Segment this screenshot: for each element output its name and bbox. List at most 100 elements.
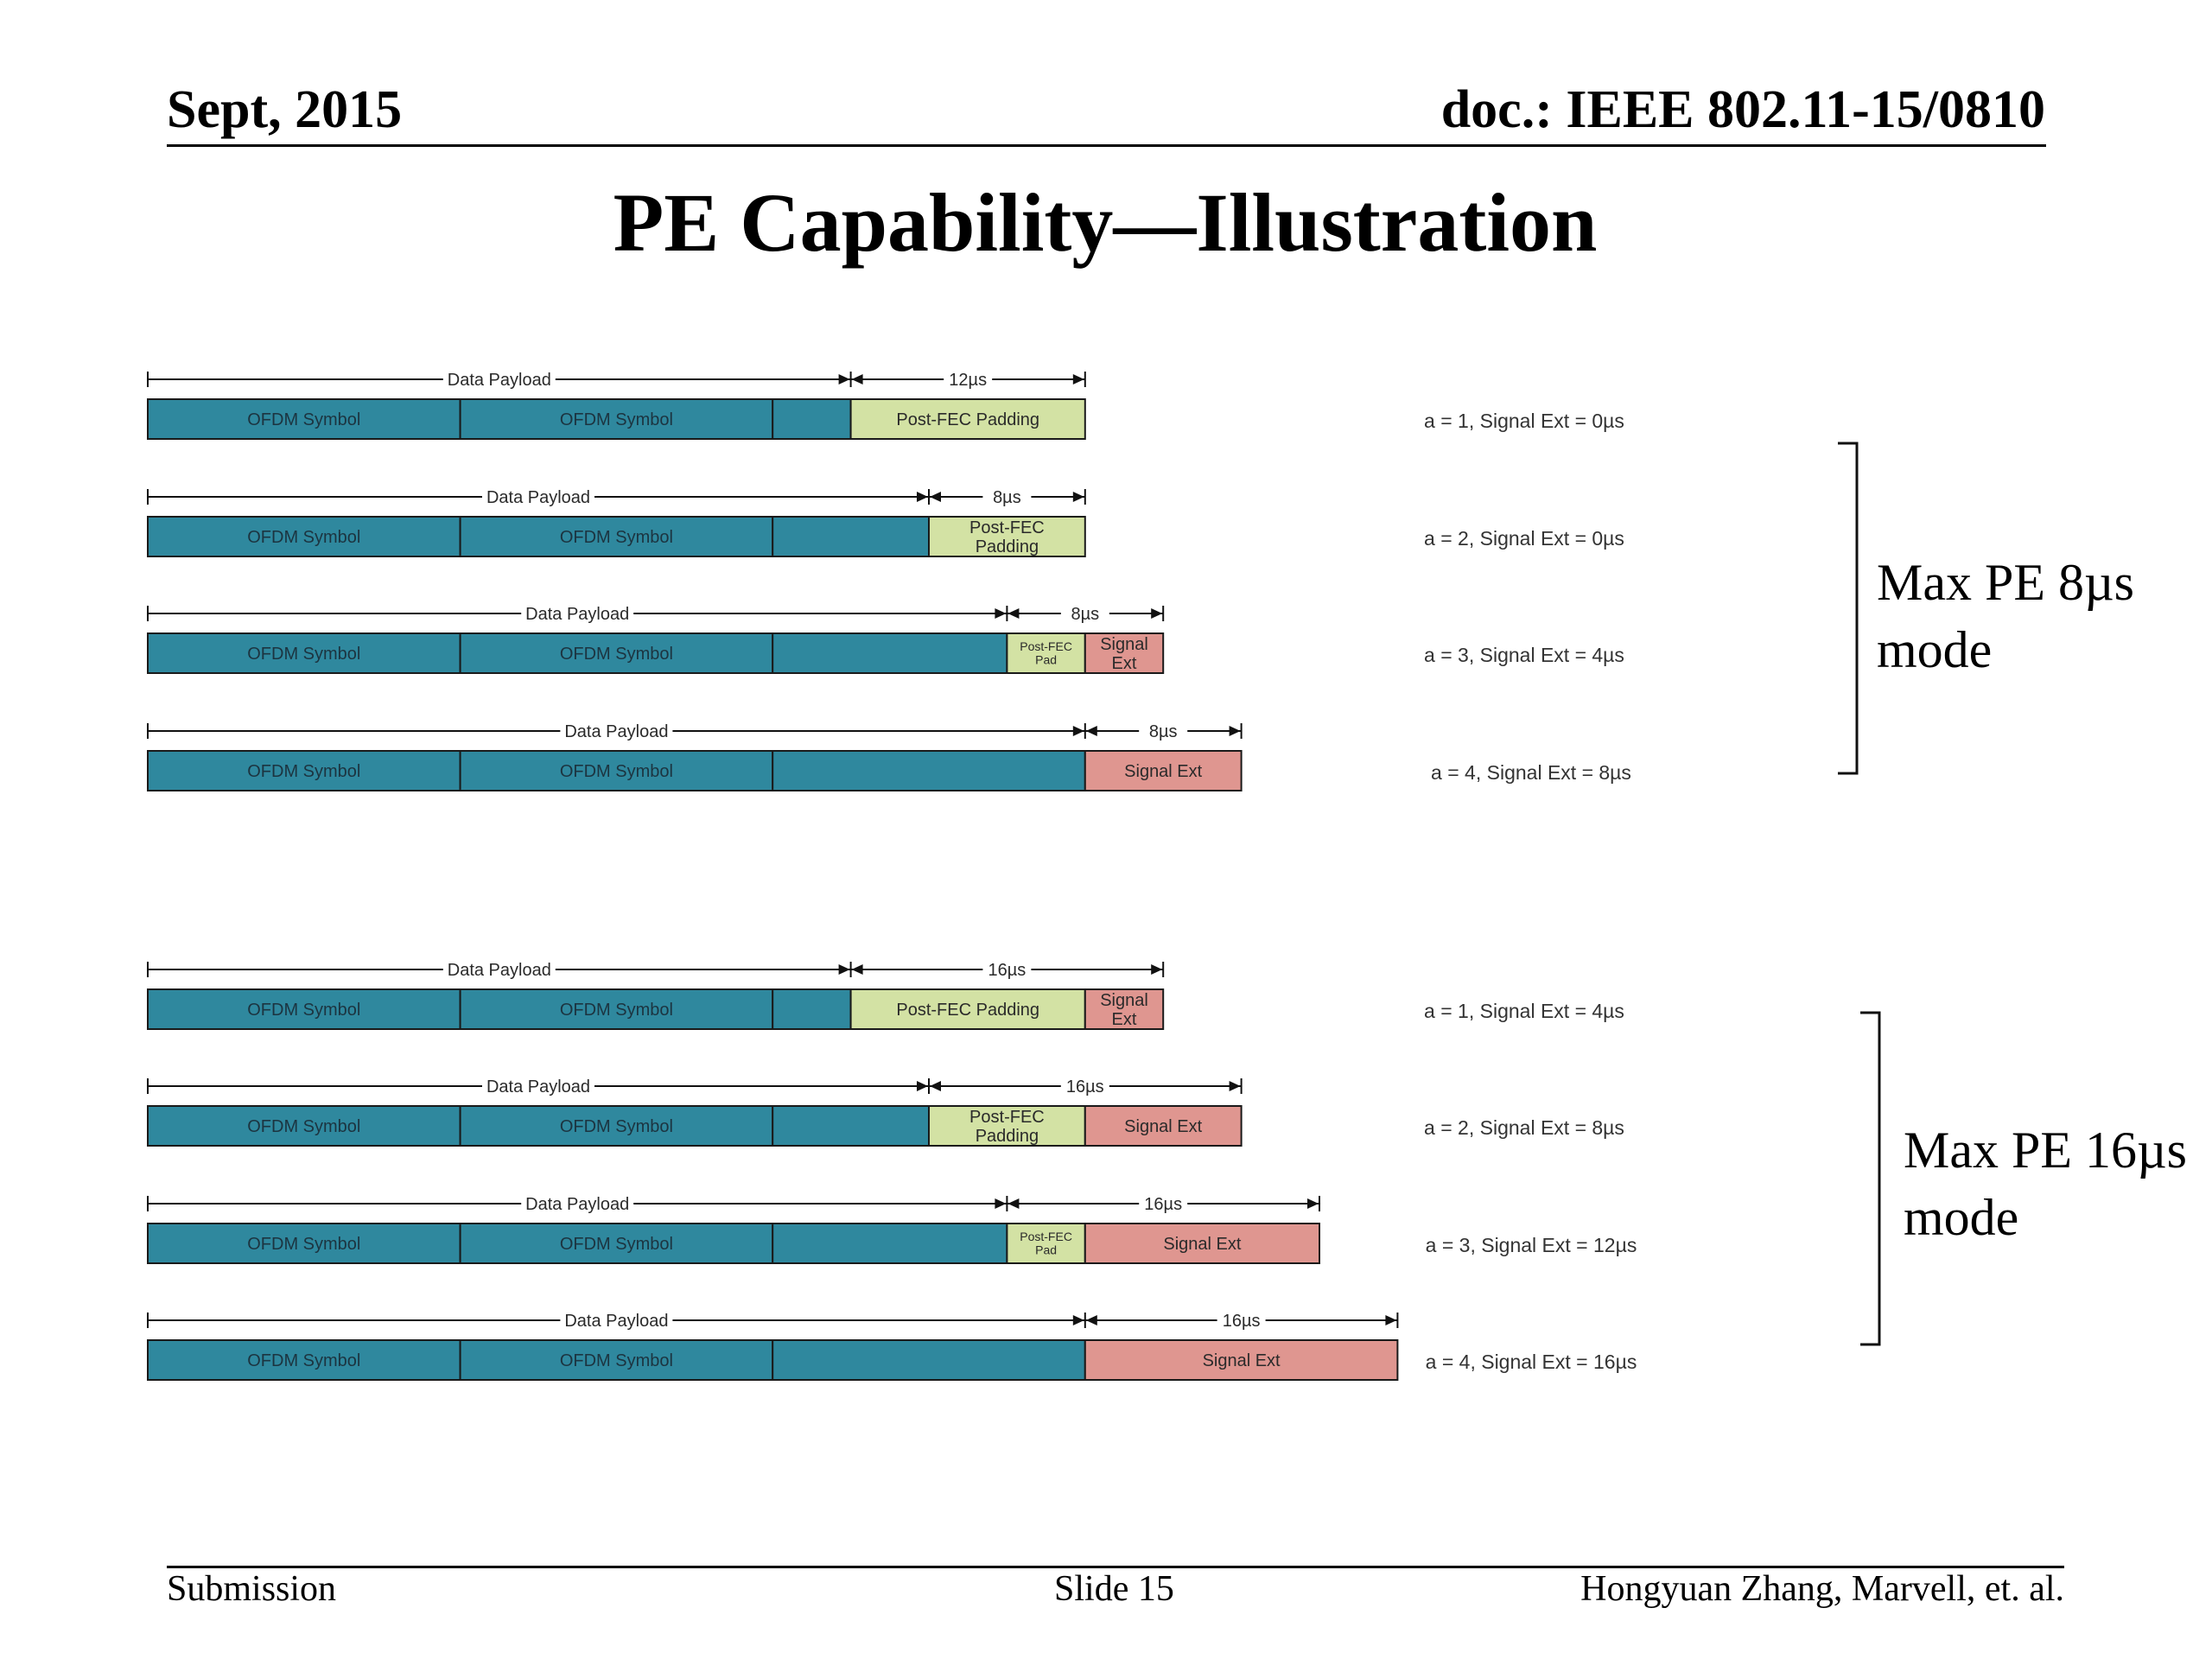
ofdm-symbol-label: OFDM Symbol: [560, 1351, 673, 1370]
signal-ext-segment: [1084, 1339, 1399, 1381]
ofdm-symbol-label: OFDM Symbol: [247, 410, 360, 429]
ofdm-symbol-segment: [147, 398, 461, 440]
data-payload-label: Data Payload: [564, 1312, 668, 1331]
arrow-icon: [930, 1081, 941, 1091]
ofdm-symbol-label: OFDM Symbol: [560, 1001, 673, 1020]
ofdm-symbol-segment: [459, 1105, 774, 1147]
signal-ext-label: Signal Ext: [1124, 1117, 1202, 1136]
label-bg: [982, 959, 1032, 980]
signal-ext-segment: [1084, 750, 1243, 791]
ofdm-symbol-segment: [147, 988, 461, 1030]
ofdm-symbol-segment: [772, 516, 931, 557]
arrow-icon: [1072, 374, 1084, 385]
ofdm-symbol-label: OFDM Symbol: [560, 410, 673, 429]
post-fec-padding-segment: [928, 1105, 1086, 1147]
ofdm-symbol-segment: [147, 1105, 461, 1147]
ofdm-symbol-segment: [459, 398, 774, 440]
row-caption: a = 4, Signal Ext = 16µs: [1426, 1351, 1637, 1373]
ofdm-symbol-segment: [772, 398, 852, 440]
label-bg: [521, 1193, 634, 1214]
signal-ext-segment: [1084, 1223, 1321, 1264]
pe-duration-label: 8µs: [993, 488, 1021, 507]
arrow-icon: [995, 1198, 1007, 1209]
ofdm-symbol-segment: [772, 1105, 931, 1147]
arrow-icon: [1072, 492, 1084, 502]
header-date: Sept, 2015: [167, 80, 403, 139]
footer-slide-number: Slide 15: [1054, 1569, 1174, 1609]
label-bg: [560, 1310, 673, 1331]
label-bg: [482, 1076, 594, 1096]
post-fec-padding-label: Post-FEC Pad: [1020, 1230, 1072, 1256]
ofdm-symbol-segment: [772, 1339, 1086, 1381]
mode-label-line: Max PE 16µs: [1904, 1122, 2187, 1179]
label-bg: [1060, 603, 1109, 624]
row-caption: a = 4, Signal Ext = 8µs: [1431, 761, 1631, 784]
post-fec-padding-segment: [849, 988, 1086, 1030]
ofdm-symbol-label: OFDM Symbol: [247, 1235, 360, 1254]
arrow-icon: [838, 374, 850, 385]
data-payload-label: Data Payload: [525, 1195, 629, 1214]
slide-title: PE Capability—Illustration: [613, 176, 1598, 269]
signal-ext-label: Signal Ext: [1203, 1351, 1281, 1370]
ofdm-symbol-segment: [147, 632, 461, 674]
pe-duration-label: 8µs: [1149, 722, 1178, 741]
arrow-icon: [1007, 1198, 1020, 1209]
ofdm-symbol-segment: [147, 516, 461, 557]
data-payload-label: Data Payload: [564, 722, 668, 741]
label-bg: [482, 486, 594, 507]
ofdm-symbol-segment: [772, 750, 1086, 791]
signal-ext-segment: [1084, 988, 1165, 1030]
ofdm-symbol-label: OFDM Symbol: [247, 762, 360, 781]
arrow-icon: [1385, 1315, 1397, 1325]
arrow-icon: [917, 492, 928, 502]
ofdm-symbol-segment: [147, 1339, 461, 1381]
arrow-icon: [1007, 608, 1020, 619]
label-bg: [442, 959, 556, 980]
row-caption: a = 3, Signal Ext = 12µs: [1426, 1234, 1637, 1256]
ofdm-symbol-label: OFDM Symbol: [560, 528, 673, 547]
signal-ext-label: Signal Ext: [1100, 635, 1148, 673]
footer-submission: Submission: [167, 1569, 337, 1609]
signal-ext-segment: [1084, 632, 1165, 674]
footer-rule: [167, 1566, 2064, 1568]
post-fec-padding-label: Post-FEC Padding: [969, 518, 1045, 556]
ofdm-symbol-label: OFDM Symbol: [560, 762, 673, 781]
mode-label-16us: Max PE 16µs mode: [1904, 1116, 2187, 1251]
signal-ext-label: Signal Ext: [1163, 1235, 1241, 1254]
row-caption: a = 3, Signal Ext = 4µs: [1424, 644, 1624, 666]
ofdm-symbol-label: OFDM Symbol: [247, 1001, 360, 1020]
post-fec-padding-segment: [849, 398, 1086, 440]
row-caption: a = 1, Signal Ext = 4µs: [1424, 1000, 1624, 1022]
post-fec-padding-label: Post-FEC Padding: [896, 410, 1039, 429]
ofdm-symbol-label: OFDM Symbol: [247, 528, 360, 547]
pe-duration-label: 12µs: [949, 371, 987, 390]
arrow-icon: [1151, 964, 1163, 975]
ofdm-symbol-label: OFDM Symbol: [247, 1351, 360, 1370]
row-caption: a = 2, Signal Ext = 8µs: [1424, 1116, 1624, 1139]
pe-duration-label: 16µs: [1144, 1195, 1182, 1214]
pe-duration-label: 8µs: [1071, 605, 1099, 624]
label-bg: [982, 486, 1032, 507]
post-fec-padding-label: Post-FEC Pad: [1020, 639, 1072, 666]
pe-duration-label: 16µs: [1066, 1077, 1104, 1096]
mode-label-line: mode: [1904, 1189, 2019, 1246]
row-caption: a = 1, Signal Ext = 0µs: [1424, 410, 1624, 432]
signal-ext-label: Signal Ext: [1100, 991, 1148, 1029]
ofdm-symbol-segment: [147, 750, 461, 791]
label-bg: [560, 721, 673, 741]
ofdm-symbol-label: OFDM Symbol: [247, 1117, 360, 1136]
arrow-icon: [1072, 1315, 1084, 1325]
signal-ext-segment: [1084, 1105, 1243, 1147]
data-payload-label: Data Payload: [486, 1077, 590, 1096]
arrow-icon: [851, 374, 863, 385]
ofdm-symbol-segment: [459, 632, 774, 674]
row-caption: a = 2, Signal Ext = 0µs: [1424, 527, 1624, 550]
ofdm-symbol-label: OFDM Symbol: [560, 1117, 673, 1136]
arrow-icon: [995, 608, 1007, 619]
arrow-icon: [1151, 608, 1163, 619]
label-bg: [442, 369, 556, 390]
post-fec-padding-segment: [1006, 632, 1086, 674]
label-bg: [1139, 721, 1188, 741]
data-payload-label: Data Payload: [448, 961, 551, 980]
